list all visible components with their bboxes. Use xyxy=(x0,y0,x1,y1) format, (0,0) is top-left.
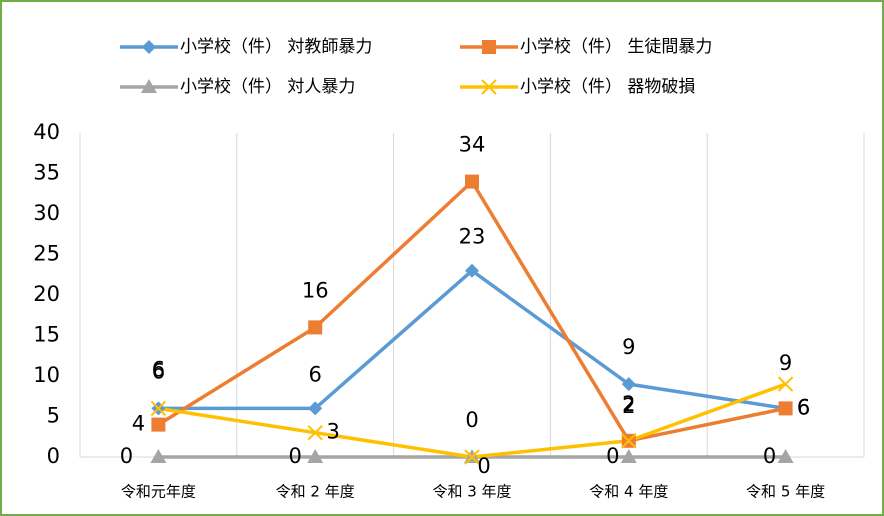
x-tick-label: 令和元年度 xyxy=(121,483,196,501)
y-tick-label: 35 xyxy=(33,161,60,185)
data-label: 6 xyxy=(797,395,810,419)
data-label: 0 xyxy=(606,444,619,468)
marker xyxy=(481,79,497,95)
marker xyxy=(151,417,166,432)
legend-label: 小学校（件） 生徒間暴力 xyxy=(520,37,712,57)
marker xyxy=(482,40,496,54)
data-label: 4 xyxy=(132,412,145,436)
marker xyxy=(777,376,794,392)
data-label: 0 xyxy=(289,444,302,468)
marker xyxy=(142,40,156,54)
marker xyxy=(307,424,323,441)
marker xyxy=(141,79,157,93)
marker xyxy=(308,320,323,335)
data-label: 0 xyxy=(120,444,133,468)
data-label: 3 xyxy=(327,420,340,444)
data-label: 0 xyxy=(477,454,490,478)
marker xyxy=(150,400,167,417)
data-label: 34 xyxy=(459,133,486,157)
legend-label: 小学校（件） 対教師暴力 xyxy=(180,37,372,57)
x-tick-label: 令和 5 年度 xyxy=(746,483,825,501)
data-label: 23 xyxy=(459,225,486,249)
marker xyxy=(621,433,637,449)
y-tick-label: 25 xyxy=(33,242,60,266)
data-label: 0 xyxy=(763,444,776,468)
marker xyxy=(465,174,479,189)
y-tick-label: 20 xyxy=(33,282,60,306)
data-label: 6 xyxy=(152,357,165,381)
x-tick-label: 令和 4 年度 xyxy=(589,483,668,501)
data-label: 9 xyxy=(622,335,635,359)
marker xyxy=(308,401,323,416)
legend-label: 小学校（件） 器物破損 xyxy=(520,77,695,97)
marker xyxy=(464,449,480,465)
y-tick-label: 40 xyxy=(33,120,60,144)
y-tick-label: 30 xyxy=(33,201,60,225)
x-tick-label: 令和 3 年度 xyxy=(432,483,511,501)
marker xyxy=(777,449,794,463)
y-tick-label: 5 xyxy=(47,404,60,428)
marker xyxy=(621,377,636,392)
marker xyxy=(620,449,637,463)
data-label: 2 xyxy=(622,394,635,418)
marker xyxy=(150,449,167,463)
data-label: 16 xyxy=(302,278,329,302)
y-tick-label: 0 xyxy=(47,444,60,468)
data-label: 6 xyxy=(152,359,165,383)
marker xyxy=(778,401,793,416)
legend-label: 小学校（件） 対人暴力 xyxy=(180,77,355,97)
data-label: 9 xyxy=(779,351,792,375)
y-tick-label: 10 xyxy=(33,363,60,387)
data-label: 0 xyxy=(465,408,478,432)
data-label: 2 xyxy=(622,392,635,416)
marker xyxy=(465,263,479,278)
y-tick-label: 15 xyxy=(33,323,60,347)
data-label: 6 xyxy=(797,395,810,419)
marker xyxy=(307,449,324,463)
x-tick-label: 令和 2 年度 xyxy=(276,483,355,501)
data-label: 6 xyxy=(309,362,322,386)
